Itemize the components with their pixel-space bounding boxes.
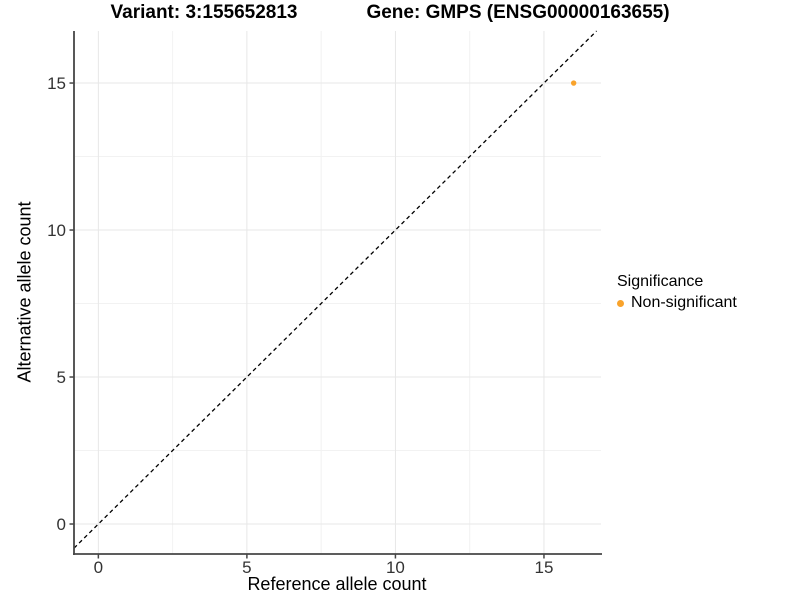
- x-tick-label: 5: [242, 558, 251, 577]
- x-tick-label: 10: [386, 558, 405, 577]
- x-tick-label: 0: [94, 558, 103, 577]
- y-tick-label: 0: [57, 515, 66, 534]
- legend: Significance Non-significant: [617, 273, 737, 312]
- identity-dashed-line: [73, 30, 598, 549]
- y-tick-label: 10: [47, 221, 66, 240]
- legend-title: Significance: [617, 273, 704, 290]
- x-axis-label: Reference allele count: [247, 574, 427, 594]
- y-axis-label: Alternative allele count: [14, 201, 35, 383]
- legend-item-label: Non-significant: [631, 294, 737, 311]
- y-tick-label: 5: [57, 368, 66, 387]
- legend-item-non-significant: Non-significant: [617, 294, 737, 312]
- variant-title: Variant: 3:155652813: [110, 2, 298, 23]
- gene-title: Gene: GMPS (ENSG00000163655): [366, 2, 670, 23]
- legend-point-icon: [617, 299, 624, 307]
- y-tick-label: 15: [47, 74, 66, 93]
- data-point: [570, 80, 577, 86]
- x-tick-label: 15: [535, 558, 554, 577]
